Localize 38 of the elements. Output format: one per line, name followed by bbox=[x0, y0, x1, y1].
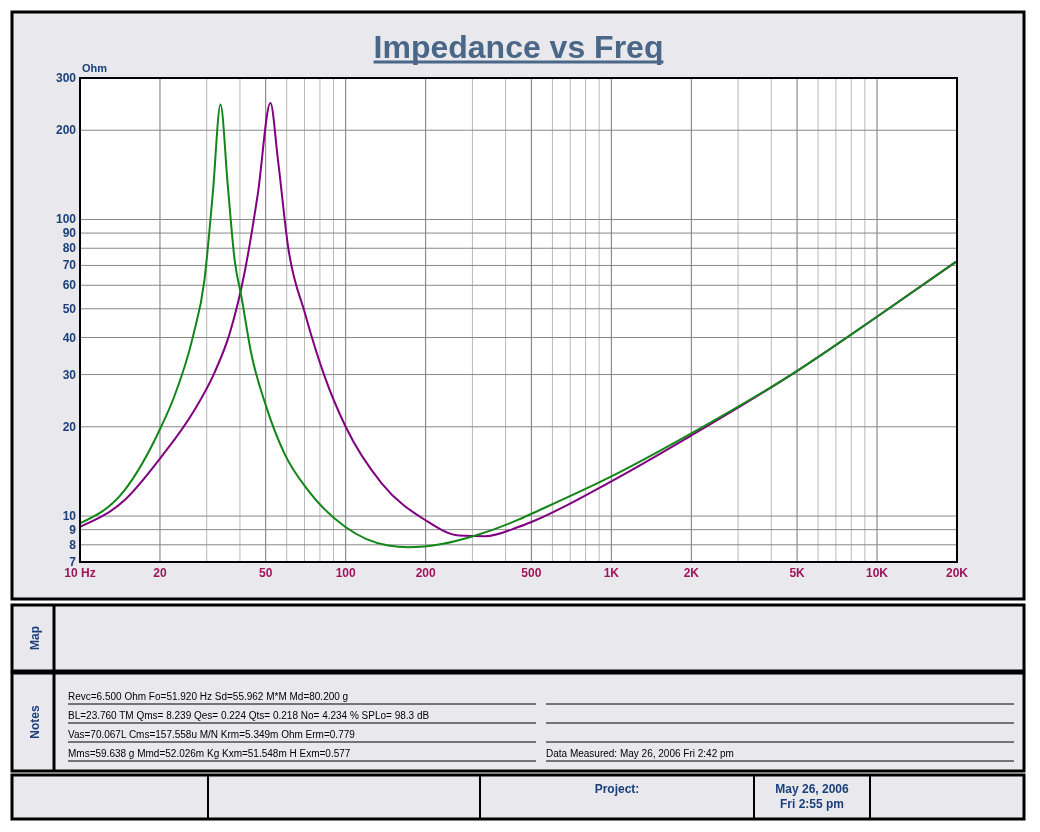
y-tick-label: 10 bbox=[62, 509, 77, 524]
x-tick-label: 100 bbox=[335, 566, 357, 580]
y-axis-title: Ohm bbox=[82, 62, 108, 74]
y-tick-label: 40 bbox=[62, 330, 77, 345]
y-tick-label: 60 bbox=[62, 278, 77, 293]
y-tick-label: 80 bbox=[62, 241, 77, 256]
x-tick-label: 50 bbox=[259, 566, 273, 580]
y-tick-label: 7 bbox=[69, 555, 77, 569]
text: Project: bbox=[594, 782, 640, 796]
text: Revc=6.500 Ohm Fo=51.920 Hz Sd=55.962 M*M Md=80.200 g bbox=[68, 691, 349, 702]
text: Vas=70.067L Cms=157.558u M/N Krm=5.349m Ohm Erm=0.779 bbox=[68, 729, 356, 740]
text: May 26, 2006 bbox=[775, 782, 850, 796]
text: Map bbox=[28, 626, 42, 650]
x-tick-label: 10 Hz bbox=[64, 566, 96, 580]
y-tick-label: 30 bbox=[62, 367, 77, 382]
x-tick-label: 20K bbox=[945, 566, 969, 580]
y-tick-label: 300 bbox=[55, 71, 77, 85]
y-tick-label: 9 bbox=[69, 522, 77, 537]
y-tick-label: 200 bbox=[55, 123, 77, 138]
x-tick-label: 500 bbox=[521, 566, 542, 580]
x-tick-label: 10K bbox=[866, 566, 889, 580]
y-tick-label: 8 bbox=[69, 537, 77, 552]
x-tick-label: 2K bbox=[683, 566, 700, 580]
text: BL=23.760 TM Qms= 8.239 Qes= 0.224 Qts= 0.218 No= 4.234 % SPLo= 98.3 dB bbox=[68, 710, 430, 721]
text: Mms=59.638 g Mmd=52.026m Kg Kxm=51.548m H Exm=0.577 bbox=[68, 748, 351, 759]
text: Notes bbox=[28, 705, 42, 739]
text: Data Measured: May 26, 2006 Fri 2:42 pm bbox=[546, 748, 734, 759]
y-tick-label: 90 bbox=[62, 226, 77, 241]
text: Fri 2:55 pm bbox=[779, 797, 845, 811]
y-tick-label: 100 bbox=[55, 212, 77, 227]
x-tick-label: 200 bbox=[415, 566, 436, 580]
x-tick-label: 5K bbox=[789, 566, 806, 580]
chart-title: Impedance vs Freq bbox=[373, 29, 664, 65]
y-tick-label: 50 bbox=[62, 301, 77, 316]
x-tick-label: 20 bbox=[153, 566, 167, 580]
y-tick-label: 20 bbox=[62, 419, 77, 434]
y-tick-label: 70 bbox=[62, 258, 77, 273]
x-tick-label: 1K bbox=[603, 566, 620, 580]
